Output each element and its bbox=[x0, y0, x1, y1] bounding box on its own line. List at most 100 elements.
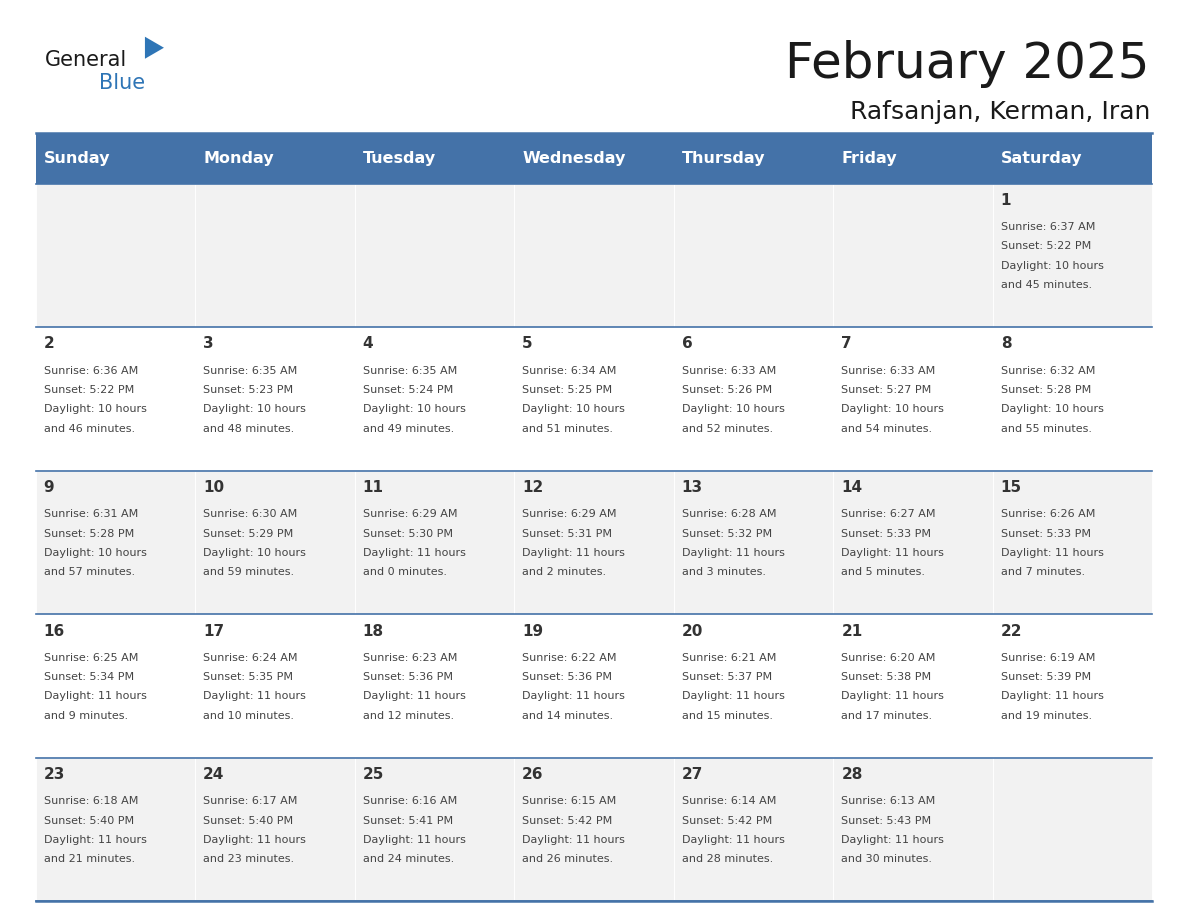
Bar bbox=[36, 614, 195, 758]
Bar bbox=[355, 758, 514, 901]
Text: 7: 7 bbox=[841, 336, 852, 352]
Bar bbox=[833, 758, 993, 901]
Text: 15: 15 bbox=[1000, 480, 1022, 495]
Text: and 54 minutes.: and 54 minutes. bbox=[841, 423, 933, 433]
Text: 27: 27 bbox=[682, 767, 703, 782]
Bar bbox=[355, 614, 514, 758]
Text: Sunset: 5:40 PM: Sunset: 5:40 PM bbox=[44, 816, 134, 825]
Bar bbox=[36, 758, 195, 901]
Text: Sunrise: 6:25 AM: Sunrise: 6:25 AM bbox=[44, 653, 138, 663]
Text: and 21 minutes.: and 21 minutes. bbox=[44, 855, 134, 864]
Text: February 2025: February 2025 bbox=[785, 40, 1150, 88]
Text: Daylight: 11 hours: Daylight: 11 hours bbox=[841, 835, 944, 845]
Text: 8: 8 bbox=[1000, 336, 1011, 352]
Text: Sunset: 5:39 PM: Sunset: 5:39 PM bbox=[1000, 672, 1091, 682]
Text: 17: 17 bbox=[203, 623, 225, 639]
Text: and 24 minutes.: and 24 minutes. bbox=[362, 855, 454, 864]
Text: Sunrise: 6:15 AM: Sunrise: 6:15 AM bbox=[523, 797, 617, 806]
Bar bbox=[514, 327, 674, 471]
Text: Sunset: 5:43 PM: Sunset: 5:43 PM bbox=[841, 816, 931, 825]
Bar bbox=[195, 758, 355, 901]
Text: 1: 1 bbox=[1000, 193, 1011, 207]
Text: Daylight: 11 hours: Daylight: 11 hours bbox=[523, 691, 625, 701]
Bar bbox=[195, 327, 355, 471]
Text: Sunset: 5:40 PM: Sunset: 5:40 PM bbox=[203, 816, 293, 825]
Text: Sunrise: 6:18 AM: Sunrise: 6:18 AM bbox=[44, 797, 138, 806]
Text: Friday: Friday bbox=[841, 151, 897, 166]
Text: Daylight: 11 hours: Daylight: 11 hours bbox=[362, 548, 466, 558]
Polygon shape bbox=[145, 37, 164, 59]
Text: Sunset: 5:42 PM: Sunset: 5:42 PM bbox=[523, 816, 613, 825]
Text: Sunset: 5:27 PM: Sunset: 5:27 PM bbox=[841, 385, 931, 395]
Bar bbox=[674, 758, 833, 901]
Bar bbox=[195, 184, 355, 327]
Text: Daylight: 10 hours: Daylight: 10 hours bbox=[1000, 404, 1104, 414]
Text: 10: 10 bbox=[203, 480, 225, 495]
Text: Sunset: 5:32 PM: Sunset: 5:32 PM bbox=[682, 529, 772, 539]
Bar bbox=[674, 327, 833, 471]
Bar bbox=[195, 614, 355, 758]
Bar bbox=[355, 184, 514, 327]
Text: Sunrise: 6:33 AM: Sunrise: 6:33 AM bbox=[682, 365, 776, 375]
Bar bbox=[674, 184, 833, 327]
Text: 26: 26 bbox=[523, 767, 544, 782]
Bar bbox=[833, 614, 993, 758]
Text: 23: 23 bbox=[44, 767, 65, 782]
Text: Sunrise: 6:17 AM: Sunrise: 6:17 AM bbox=[203, 797, 297, 806]
Text: and 5 minutes.: and 5 minutes. bbox=[841, 567, 925, 577]
Text: and 49 minutes.: and 49 minutes. bbox=[362, 423, 454, 433]
Text: 2: 2 bbox=[44, 336, 55, 352]
Text: and 48 minutes.: and 48 minutes. bbox=[203, 423, 295, 433]
Text: Sunset: 5:36 PM: Sunset: 5:36 PM bbox=[523, 672, 612, 682]
Text: Sunrise: 6:24 AM: Sunrise: 6:24 AM bbox=[203, 653, 298, 663]
Text: 16: 16 bbox=[44, 623, 65, 639]
Text: Sunset: 5:33 PM: Sunset: 5:33 PM bbox=[1000, 529, 1091, 539]
Text: Sunrise: 6:37 AM: Sunrise: 6:37 AM bbox=[1000, 222, 1095, 232]
Text: Sunrise: 6:27 AM: Sunrise: 6:27 AM bbox=[841, 509, 936, 520]
Text: and 19 minutes.: and 19 minutes. bbox=[1000, 711, 1092, 721]
Text: and 45 minutes.: and 45 minutes. bbox=[1000, 280, 1092, 290]
Text: Daylight: 10 hours: Daylight: 10 hours bbox=[1000, 261, 1104, 271]
Text: 19: 19 bbox=[523, 623, 543, 639]
Text: Daylight: 10 hours: Daylight: 10 hours bbox=[203, 404, 307, 414]
Text: Sunrise: 6:32 AM: Sunrise: 6:32 AM bbox=[1000, 365, 1095, 375]
Bar bbox=[993, 184, 1152, 327]
Text: Sunrise: 6:35 AM: Sunrise: 6:35 AM bbox=[203, 365, 297, 375]
Bar bbox=[514, 758, 674, 901]
Text: Sunset: 5:34 PM: Sunset: 5:34 PM bbox=[44, 672, 134, 682]
Bar bbox=[993, 327, 1152, 471]
Text: and 0 minutes.: and 0 minutes. bbox=[362, 567, 447, 577]
Text: Daylight: 11 hours: Daylight: 11 hours bbox=[1000, 548, 1104, 558]
Text: Daylight: 10 hours: Daylight: 10 hours bbox=[44, 404, 146, 414]
Text: and 17 minutes.: and 17 minutes. bbox=[841, 711, 933, 721]
Text: and 14 minutes.: and 14 minutes. bbox=[523, 711, 613, 721]
Text: Sunset: 5:30 PM: Sunset: 5:30 PM bbox=[362, 529, 453, 539]
Text: Daylight: 11 hours: Daylight: 11 hours bbox=[362, 691, 466, 701]
Text: Daylight: 11 hours: Daylight: 11 hours bbox=[203, 691, 307, 701]
Text: 25: 25 bbox=[362, 767, 384, 782]
Text: and 57 minutes.: and 57 minutes. bbox=[44, 567, 134, 577]
Text: Daylight: 10 hours: Daylight: 10 hours bbox=[203, 548, 307, 558]
Text: 11: 11 bbox=[362, 480, 384, 495]
Text: Daylight: 11 hours: Daylight: 11 hours bbox=[1000, 691, 1104, 701]
Bar bbox=[833, 184, 993, 327]
Text: Daylight: 10 hours: Daylight: 10 hours bbox=[523, 404, 625, 414]
Text: Daylight: 11 hours: Daylight: 11 hours bbox=[523, 548, 625, 558]
Text: Daylight: 11 hours: Daylight: 11 hours bbox=[362, 835, 466, 845]
Text: and 15 minutes.: and 15 minutes. bbox=[682, 711, 772, 721]
Text: and 3 minutes.: and 3 minutes. bbox=[682, 567, 766, 577]
Text: Sunset: 5:22 PM: Sunset: 5:22 PM bbox=[1000, 241, 1091, 252]
Text: Blue: Blue bbox=[99, 73, 145, 93]
Text: Daylight: 10 hours: Daylight: 10 hours bbox=[841, 404, 944, 414]
Text: and 9 minutes.: and 9 minutes. bbox=[44, 711, 128, 721]
Text: Sunrise: 6:23 AM: Sunrise: 6:23 AM bbox=[362, 653, 457, 663]
Text: Daylight: 11 hours: Daylight: 11 hours bbox=[523, 835, 625, 845]
Text: Sunrise: 6:26 AM: Sunrise: 6:26 AM bbox=[1000, 509, 1095, 520]
Text: Daylight: 10 hours: Daylight: 10 hours bbox=[44, 548, 146, 558]
Text: and 2 minutes.: and 2 minutes. bbox=[523, 567, 606, 577]
Text: 3: 3 bbox=[203, 336, 214, 352]
Text: Sunrise: 6:29 AM: Sunrise: 6:29 AM bbox=[362, 509, 457, 520]
Text: Sunrise: 6:30 AM: Sunrise: 6:30 AM bbox=[203, 509, 297, 520]
Text: and 52 minutes.: and 52 minutes. bbox=[682, 423, 773, 433]
Text: Sunset: 5:35 PM: Sunset: 5:35 PM bbox=[203, 672, 293, 682]
